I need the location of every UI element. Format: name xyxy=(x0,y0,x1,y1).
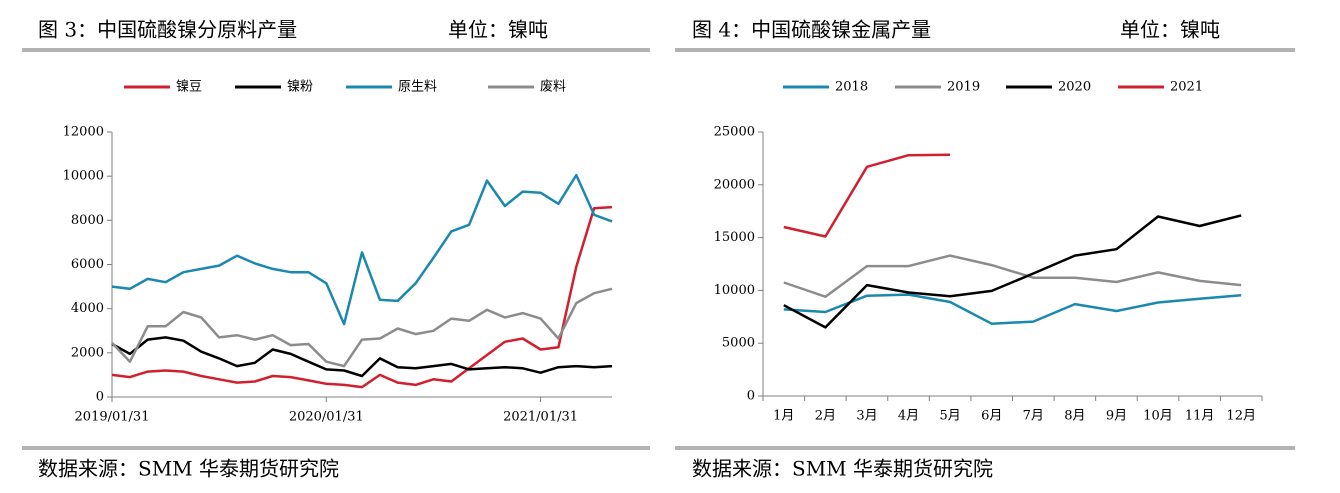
x-tick-label: 10月 xyxy=(1143,409,1173,424)
x-tick-label: 7月 xyxy=(1023,409,1044,424)
x-tick-label: 3月 xyxy=(856,409,877,424)
y-tick-label: 15000 xyxy=(714,230,755,245)
x-tick-label: 5月 xyxy=(939,409,960,424)
x-tick-label: 2020/01/31 xyxy=(289,410,364,425)
source-note: 数据来源：SMM 华泰期货研究院 xyxy=(38,457,339,481)
legend-label: 废料 xyxy=(540,79,566,95)
x-tick-label: 6月 xyxy=(981,409,1002,424)
legend-label: 镍豆 xyxy=(176,80,202,95)
y-tick-label: 0 xyxy=(96,390,104,405)
y-tick-label: 0 xyxy=(747,389,755,404)
legend-label: 镍粉 xyxy=(287,80,313,95)
x-tick-label: 1月 xyxy=(773,409,794,424)
y-tick-label: 2000 xyxy=(71,345,104,360)
y-tick-label: 10000 xyxy=(63,169,104,184)
legend-label: 2021 xyxy=(1170,80,1203,95)
chart-title: 图 4：中国硫酸镍金属产量 xyxy=(692,18,931,42)
y-tick-label: 5000 xyxy=(722,336,755,351)
y-tick-label: 4000 xyxy=(71,301,104,316)
legend-label: 原生料 xyxy=(398,80,437,95)
legend-label: 2018 xyxy=(835,80,868,95)
x-tick-label: 11月 xyxy=(1185,409,1215,424)
header-rule xyxy=(22,48,650,52)
series-line xyxy=(783,214,1242,329)
x-tick-label: 8月 xyxy=(1064,409,1085,424)
y-tick-label: 20000 xyxy=(714,177,755,192)
x-tick-label: 2019/01/31 xyxy=(75,410,150,425)
unit-label: 单位：镍吨 xyxy=(448,18,548,42)
x-tick-label: 2021/01/31 xyxy=(503,410,578,425)
y-tick-label: 10000 xyxy=(714,283,755,298)
x-tick-label: 4月 xyxy=(898,409,919,424)
legend-label: 2019 xyxy=(947,80,980,95)
legend-label: 2020 xyxy=(1058,80,1091,95)
series-line xyxy=(111,205,613,389)
series-line xyxy=(111,287,613,368)
x-tick-label: 9月 xyxy=(1106,409,1127,424)
footer-rule xyxy=(22,446,650,450)
x-tick-label: 12月 xyxy=(1226,409,1256,424)
series-line xyxy=(111,173,613,326)
y-tick-label: 6000 xyxy=(71,257,104,272)
series-line xyxy=(111,336,613,378)
source-note: 数据来源：SMM 华泰期货研究院 xyxy=(692,457,993,481)
header-rule xyxy=(675,48,1295,52)
series-line xyxy=(783,254,1242,298)
y-tick-label: 8000 xyxy=(71,213,104,228)
chart-title: 图 3：中国硫酸镍分原料产量 xyxy=(38,18,297,42)
series-line xyxy=(783,153,951,238)
y-tick-label: 12000 xyxy=(63,125,104,140)
footer-rule xyxy=(675,446,1295,450)
series-line xyxy=(783,293,1242,325)
unit-label: 单位：镍吨 xyxy=(1120,18,1220,42)
x-tick-label: 2月 xyxy=(815,409,836,424)
y-tick-label: 25000 xyxy=(714,125,755,140)
